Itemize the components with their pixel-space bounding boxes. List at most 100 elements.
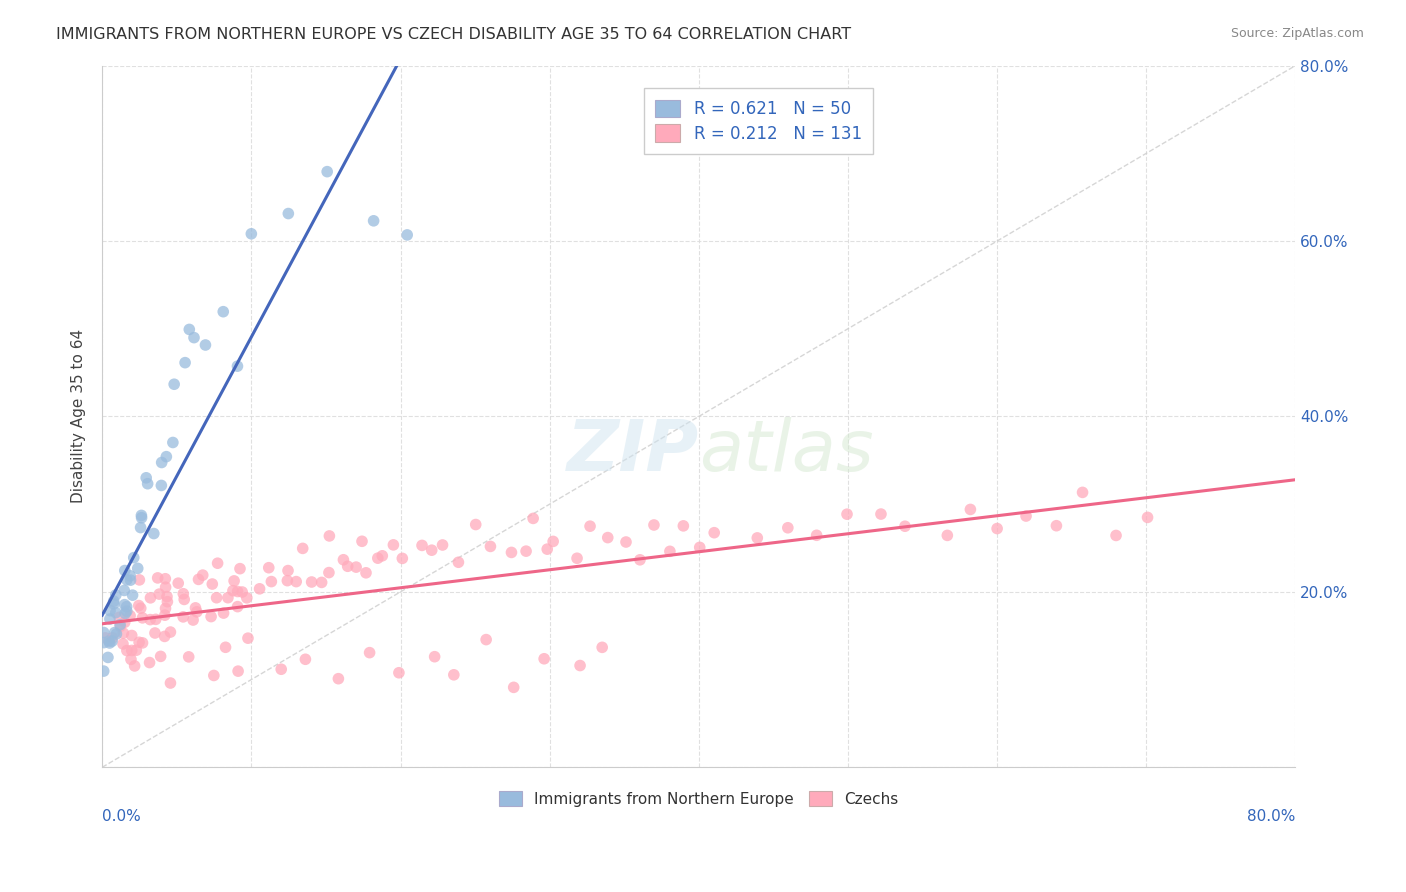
Point [200, 609, 222, 624]
Point [1015, 509, 1038, 524]
Point [328, 672, 350, 686]
Point [114, 607, 136, 621]
Point [172, 587, 194, 601]
Point [336, 559, 359, 574]
Point [120, 568, 142, 582]
Point [159, 676, 181, 690]
Point [108, 617, 131, 632]
Text: 80.0%: 80.0% [1247, 809, 1295, 824]
Legend: Immigrants from Northern Europe, Czechs: Immigrants from Northern Europe, Czechs [489, 781, 908, 816]
Point [420, 543, 443, 558]
Point [226, 359, 249, 373]
Point [184, 600, 207, 615]
Point [181, 613, 204, 627]
Text: atlas: atlas [699, 417, 873, 486]
Point [191, 568, 214, 582]
Point [207, 556, 229, 570]
Text: IMMIGRANTS FROM NORTHERN EUROPE VS CZECH DISABILITY AGE 35 TO 64 CORRELATION CHA: IMMIGRANTS FROM NORTHERN EUROPE VS CZECH… [56, 27, 852, 42]
Point [260, 574, 283, 589]
Point [1136, 510, 1159, 524]
Point [226, 599, 249, 614]
Point [229, 562, 252, 576]
Point [569, 658, 592, 673]
Point [443, 668, 465, 682]
Point [146, 571, 169, 585]
Point [747, 531, 769, 545]
Point [177, 649, 200, 664]
Point [311, 575, 333, 590]
Point [129, 520, 152, 534]
Point [120, 573, 142, 587]
Point [672, 519, 695, 533]
Point [115, 599, 138, 614]
Point [1105, 528, 1128, 542]
Point [104, 606, 127, 620]
Point [318, 566, 340, 580]
Point [257, 560, 280, 574]
Point [103, 594, 125, 608]
Point [162, 435, 184, 450]
Point [93, 635, 115, 649]
Point [614, 535, 637, 549]
Point [217, 591, 239, 605]
Point [332, 553, 354, 567]
Point [94, 631, 117, 645]
Point [131, 508, 153, 523]
Point [131, 510, 153, 524]
Point [536, 542, 558, 557]
Point [986, 522, 1008, 536]
Point [121, 588, 143, 602]
Point [124, 659, 146, 673]
Point [155, 450, 177, 464]
Point [155, 580, 177, 594]
Point [149, 649, 172, 664]
Point [423, 649, 446, 664]
Point [479, 540, 502, 554]
Point [120, 652, 142, 666]
Point [115, 643, 138, 657]
Point [173, 592, 195, 607]
Point [894, 519, 917, 533]
Point [565, 551, 588, 566]
Point [643, 518, 665, 533]
Point [270, 662, 292, 676]
Point [159, 625, 181, 640]
Point [179, 322, 201, 336]
Point [382, 538, 405, 552]
Point [277, 564, 299, 578]
Point [391, 551, 413, 566]
Point [112, 626, 135, 640]
Point [114, 564, 136, 578]
Point [115, 604, 138, 618]
Text: ZIP: ZIP [567, 417, 699, 486]
Point [350, 534, 373, 549]
Point [276, 574, 298, 588]
Point [344, 560, 367, 574]
Point [98, 636, 121, 650]
Point [432, 538, 454, 552]
Point [205, 591, 228, 605]
Point [128, 599, 150, 613]
Point [285, 574, 308, 589]
Point [98, 604, 121, 618]
Point [806, 528, 828, 542]
Point [231, 585, 253, 599]
Point [591, 640, 613, 655]
Point [155, 601, 177, 615]
Point [122, 550, 145, 565]
Point [156, 590, 179, 604]
Point [104, 588, 127, 602]
Point [447, 555, 470, 569]
Point [277, 206, 299, 220]
Point [111, 637, 134, 651]
Point [318, 529, 340, 543]
Point [475, 632, 498, 647]
Point [125, 643, 148, 657]
Point [202, 668, 225, 682]
Point [214, 640, 236, 655]
Point [388, 665, 411, 680]
Point [139, 613, 162, 627]
Point [658, 544, 681, 558]
Point [835, 507, 858, 521]
Point [120, 608, 142, 623]
